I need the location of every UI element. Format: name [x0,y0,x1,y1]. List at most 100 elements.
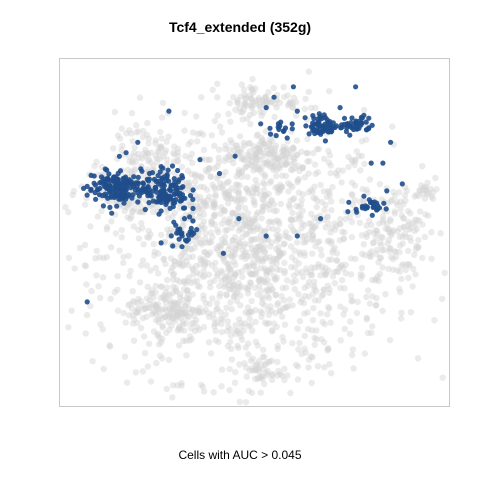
background-point [257,108,264,115]
background-point [275,232,283,239]
background-point [214,94,221,101]
background-point [134,306,142,314]
background-point [162,313,169,320]
background-point [218,320,225,327]
highlight-point [136,193,142,199]
background-point [178,382,185,389]
background-point [240,252,247,259]
highlight-point [154,189,160,195]
background-point [228,139,236,147]
background-point [351,182,359,189]
background-point [172,288,180,295]
background-point [196,213,203,221]
background-point [295,290,302,298]
background-point [196,309,203,316]
background-point [241,204,249,212]
highlight-point [166,108,172,114]
background-point [258,163,265,171]
background-point [238,322,246,330]
background-point [130,149,138,156]
background-point [146,296,154,304]
background-point [175,309,182,317]
background-point [184,287,191,294]
background-point [192,240,200,247]
background-point [247,120,254,128]
background-point [346,330,354,337]
background-point [355,152,363,160]
background-point [414,355,422,362]
background-point [276,163,283,170]
background-point [225,188,233,195]
background-point [301,284,308,291]
background-point [184,278,192,285]
background-point [308,271,316,279]
background-point [390,255,397,263]
background-point [194,138,201,145]
background-point [356,219,363,226]
background-point [363,222,370,229]
background-point [363,230,370,238]
background-point [180,337,187,344]
background-point [155,270,162,277]
background-point [311,161,319,168]
background-point [257,308,264,315]
background-point [266,358,273,365]
highlight-point [374,200,380,206]
background-point [121,207,128,215]
background-point [265,311,273,319]
background-point [226,386,233,394]
background-point [315,145,322,153]
background-point [384,220,391,227]
background-point [99,326,107,333]
background-point [201,224,208,232]
background-point [352,157,359,165]
highlight-point [146,200,152,206]
background-point [212,191,219,198]
highlight-point [273,133,279,139]
background-point [336,220,343,228]
background-point [271,275,278,282]
background-point [326,289,333,296]
background-point [222,190,229,197]
background-point [205,313,213,320]
background-point [208,219,216,226]
background-point [310,282,318,290]
background-point [376,181,384,188]
background-point [305,68,312,75]
background-point [376,270,384,278]
background-point [195,309,202,316]
background-point [271,151,279,158]
background-point [245,216,252,224]
background-point [137,324,145,332]
background-point [236,398,243,406]
background-point [290,158,298,165]
background-point [147,290,154,297]
background-point [155,315,162,323]
background-point [138,219,145,227]
background-point [227,265,234,272]
background-point [274,226,281,234]
background-point [271,148,278,155]
background-point [210,200,217,207]
background-point [153,159,161,166]
background-point [270,219,277,226]
background-point [268,372,276,379]
background-point [318,336,325,343]
background-point [282,161,289,169]
highlight-point [170,243,176,249]
background-point [169,301,177,308]
background-point [121,353,129,360]
background-point [291,228,299,235]
background-point [187,138,195,146]
highlight-point [374,206,381,212]
background-point [293,239,301,246]
background-point [203,156,210,163]
background-point [242,309,249,316]
background-point [107,295,114,302]
background-point [114,286,121,293]
background-point [144,157,152,165]
background-point [135,295,142,302]
background-point [301,105,309,113]
background-point [259,153,267,160]
background-point [193,269,200,276]
